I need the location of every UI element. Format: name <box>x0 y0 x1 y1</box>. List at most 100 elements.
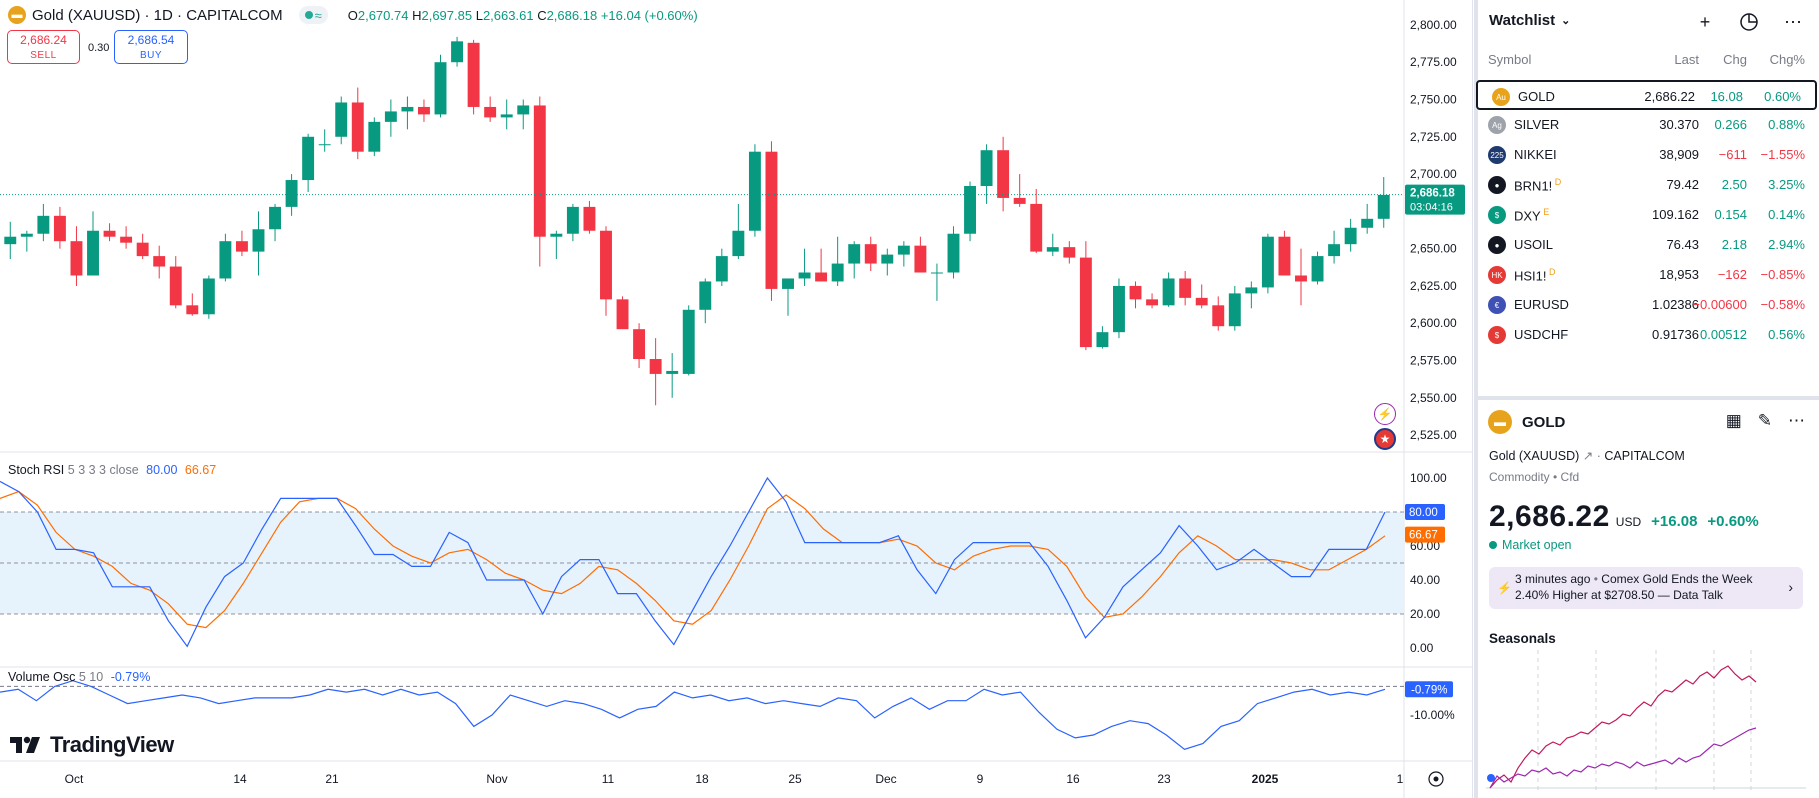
vol-osc-line <box>0 680 1386 750</box>
candle-body <box>815 272 828 282</box>
candle-body <box>765 151 778 289</box>
stoch-rsi-legend[interactable]: Stoch RSI 5 3 3 3 close 80.00 66.67 <box>8 463 217 477</box>
stoch-axis-label: 40.00 <box>1410 573 1440 587</box>
volume-osc-legend[interactable]: Volume Osc 5 10 -0.79% <box>8 670 151 684</box>
candle-body <box>1162 278 1175 306</box>
candle-body <box>202 278 215 315</box>
candle-body <box>153 256 166 267</box>
watchlist-symbol: BRN1! D <box>1514 177 1562 194</box>
watchlist-pct: 2.94% <box>1768 237 1805 252</box>
candle-body <box>798 272 811 279</box>
market-status-pill[interactable]: ≈ <box>298 6 328 24</box>
us-flag-icon[interactable]: ★ <box>1374 428 1396 450</box>
watchlist-symbol: NIKKEI <box>1514 147 1557 162</box>
tradingview-logo[interactable]: TradingView <box>10 732 174 758</box>
column-chg[interactable]: Chg <box>1723 52 1747 67</box>
watchlist-symbol: EURUSD <box>1514 297 1569 312</box>
candle-body <box>4 236 17 245</box>
pie-chart-icon[interactable] <box>1737 10 1761 34</box>
edit-icon[interactable]: ✎ <box>1757 411 1772 430</box>
watchlist-symbol: USOIL <box>1514 237 1554 252</box>
candle-body <box>136 242 149 257</box>
gold-bars-icon: ▬ <box>1488 410 1512 434</box>
candle-body <box>930 272 943 274</box>
candle-body <box>169 266 182 306</box>
lightning-icon[interactable]: ⚡ <box>1374 403 1396 425</box>
buy-button[interactable]: 2,686.54 BUY <box>114 30 188 64</box>
candle-body <box>517 105 530 115</box>
chart-area[interactable]: 2,800.00 2,775.00 2,750.00 2,725.00 2,700.00… <box>0 0 1473 798</box>
plus-icon[interactable]: + <box>1699 11 1711 32</box>
low-value: 2,663.61 <box>482 7 534 23</box>
seasonals-title[interactable]: Seasonals <box>1489 631 1556 646</box>
stoch-k-value: 80.00 <box>146 463 178 477</box>
watchlist-row-hsi1[interactable]: HK HSI1! D 18,953 −162 −0.85% <box>1474 260 1819 290</box>
time-axis-label: Oct <box>65 772 84 786</box>
market-status: Market open <box>1489 538 1571 552</box>
market-open-dot <box>304 11 313 19</box>
watchlist-chg: 0.266 <box>1714 117 1747 132</box>
candle-body <box>699 281 712 310</box>
watchlist-row-eurusd[interactable]: € EURUSD 1.02386 −0.00600 −0.58% <box>1474 290 1819 320</box>
watchlist-row-usoil[interactable]: ● USOIL 76.43 2.18 2.94% <box>1474 230 1819 260</box>
ohlc-values: O2,670.74 H2,697.85 L2,663.61 C2,686.18 … <box>347 7 698 23</box>
candle-body <box>500 114 513 118</box>
column-last[interactable]: Last <box>1674 52 1699 67</box>
candle-body <box>1179 278 1192 298</box>
watchlist-row-usdchf[interactable]: $ USDCHF 0.91736 0.00512 0.56% <box>1474 320 1819 350</box>
column-chg-pct[interactable]: Chg% <box>1769 52 1805 67</box>
details-price: 2,686.22 USD +16.08 +0.60% <box>1489 500 1759 534</box>
symbol-title[interactable]: Gold (XAUUSD) · 1D · CAPITALCOM <box>32 6 283 24</box>
candle-body <box>484 106 497 118</box>
column-symbol[interactable]: Symbol <box>1488 52 1532 67</box>
external-link-icon[interactable]: ↗ <box>1582 449 1594 463</box>
watchlist-row-nikkei[interactable]: 225 NIKKEI 38,909 −611 −1.55% <box>1474 140 1819 170</box>
more-icon[interactable]: ⋯ <box>1788 411 1805 430</box>
details-symbol: GOLD <box>1522 413 1566 431</box>
watchlist-chg: 0.154 <box>1714 207 1747 222</box>
candle-body <box>864 244 877 264</box>
watchlist-row-gold[interactable]: Au GOLD 2,686.22 16.08 0.60% <box>1476 80 1817 110</box>
time-axis-label: 9 <box>977 772 984 786</box>
candle-body <box>1096 332 1109 348</box>
details-header[interactable]: ▬ GOLD <box>1488 410 1565 434</box>
panel-separator <box>1478 396 1819 400</box>
candle-body <box>37 215 50 234</box>
watchlist-title[interactable]: Watchlist ⌄ <box>1489 12 1571 29</box>
candle-body <box>219 241 232 279</box>
watchlist-row-dxy[interactable]: $ DXY E 109.162 0.154 0.14% <box>1474 200 1819 230</box>
realtime-icon: ≈ <box>314 7 322 23</box>
stoch-d-axis-label: 66.67 <box>1409 530 1438 542</box>
gold-bars-icon[interactable]: ▬ <box>8 6 26 24</box>
candle-body <box>53 215 66 242</box>
layout-icon[interactable]: ▦ <box>1725 411 1742 430</box>
close-value: 2,686.18 <box>546 7 598 23</box>
candle-body <box>1311 256 1324 282</box>
candle-body <box>600 230 612 300</box>
candle-body <box>649 359 662 374</box>
seasonals-chart[interactable] <box>1486 650 1806 792</box>
candle-body <box>748 151 761 231</box>
sell-button[interactable]: 2,686.24 SELL <box>7 30 80 64</box>
symbol-logo-icon: $ <box>1488 326 1506 344</box>
time-axis-label: 11 <box>602 772 615 786</box>
candle-body <box>1079 257 1092 348</box>
more-icon[interactable]: ⋯ <box>1784 11 1802 32</box>
watchlist-symbol: GOLD <box>1518 89 1555 104</box>
spread-value: 0.30 <box>88 42 110 54</box>
watchlist-pct: 0.60% <box>1764 89 1801 104</box>
symbol-logo-icon: Ag <box>1488 116 1506 134</box>
high-value: 2,697.85 <box>421 7 473 23</box>
open-value: 2,670.74 <box>357 7 409 23</box>
vol-axis-value-label: -0.79% <box>1411 684 1447 696</box>
watchlist-last: 2,686.22 <box>1644 89 1695 104</box>
news-item[interactable]: ⚡ 3 minutes ago • Comex Gold Ends the We… <box>1489 567 1803 609</box>
candle-body <box>451 41 464 63</box>
watchlist-row-brn1[interactable]: ● BRN1! D 79.42 2.50 3.25% <box>1474 170 1819 200</box>
watchlist-row-silver[interactable]: Ag SILVER 30.370 0.266 0.88% <box>1474 110 1819 140</box>
watchlist-last: 1.02386 <box>1652 297 1699 312</box>
candle-body <box>103 230 116 237</box>
candle-body <box>120 236 133 243</box>
panel-divider[interactable] <box>1474 0 1478 798</box>
main-chart-svg[interactable]: 2,800.00 2,775.00 2,750.00 2,725.00 2,700.00… <box>0 0 1472 798</box>
